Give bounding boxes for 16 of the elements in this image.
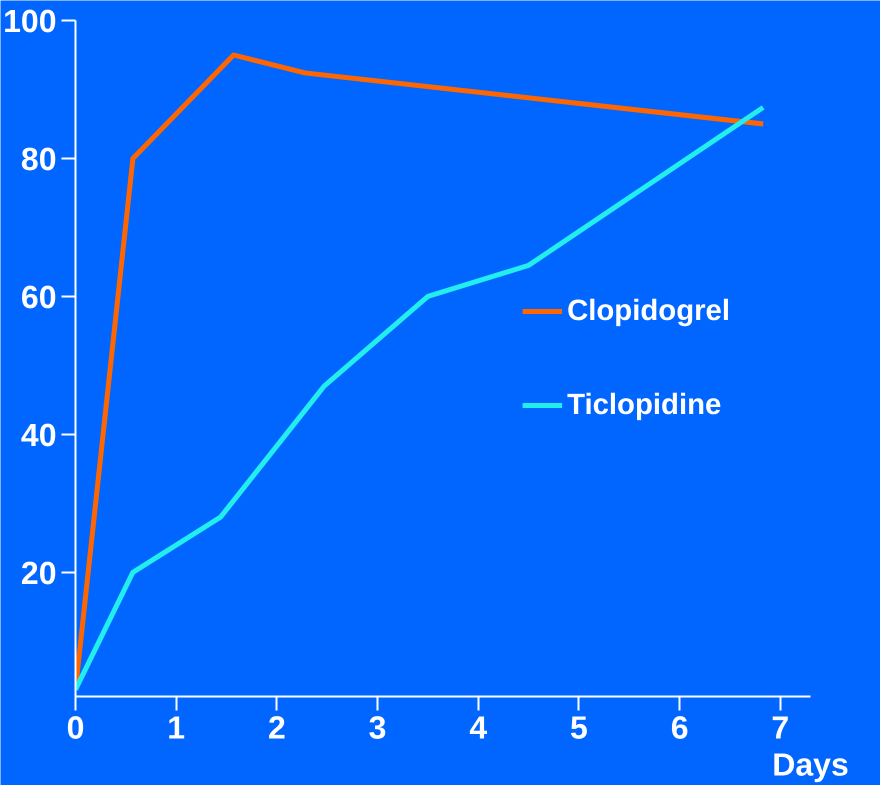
x-tick-label: 3 <box>368 710 386 746</box>
legend-label: Clopidogrel <box>567 294 730 328</box>
y-tick-label: 60 <box>20 278 56 315</box>
y-tick-label: 20 <box>20 554 56 591</box>
x-tick-label: 1 <box>167 710 186 746</box>
y-tick-label: 40 <box>20 416 56 453</box>
y-tick-label: 100 <box>3 3 56 39</box>
x-tick-label: 5 <box>570 710 588 746</box>
x-tick-label: 2 <box>268 710 286 746</box>
x-tick-label: 4 <box>469 710 488 746</box>
x-tick-label: 0 <box>66 710 84 746</box>
x-axis-title: Days <box>772 746 849 782</box>
legend-label: Ticlopidine <box>567 388 722 422</box>
y-tick-label: 80 <box>20 140 56 177</box>
x-tick-label: 7 <box>771 710 790 746</box>
x-tick-label: 6 <box>670 710 689 746</box>
